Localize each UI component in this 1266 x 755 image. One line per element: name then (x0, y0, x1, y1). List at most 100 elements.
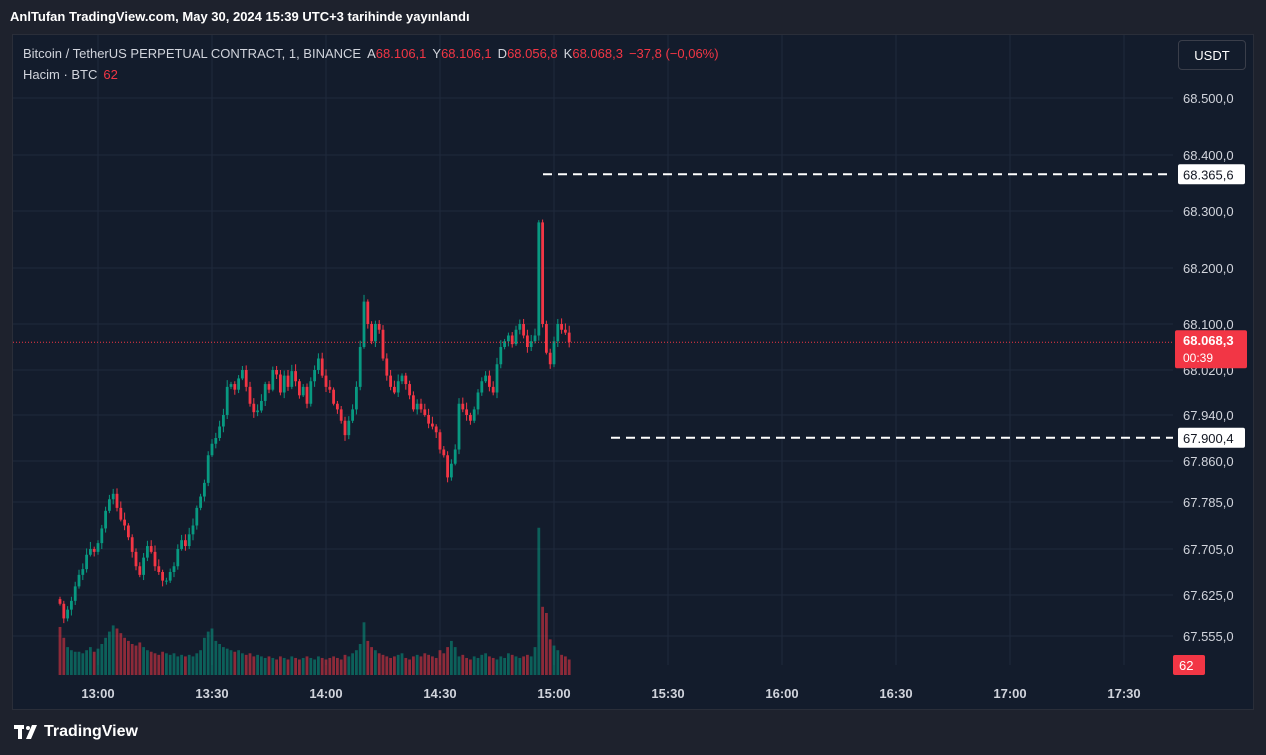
volume-bar (290, 656, 294, 675)
symbol-title[interactable]: Bitcoin / TetherUS PERPETUAL CONTRACT, 1… (23, 46, 362, 61)
price-level-label: 67.900,4 (1183, 431, 1234, 446)
candle-body (146, 546, 149, 558)
volume-bar (510, 654, 514, 675)
candle-body (518, 324, 522, 330)
candle-body (233, 384, 237, 390)
tradingview-logo[interactable]: TradingView (14, 723, 138, 741)
volume-bar (495, 659, 499, 675)
volume-bar (488, 656, 491, 675)
volume-tag-label: 62 (1179, 658, 1193, 673)
volume-bar (81, 653, 85, 675)
volume-bar (271, 657, 275, 675)
volume-bar (366, 640, 370, 675)
volume-bar (176, 656, 180, 675)
candle-body (476, 392, 480, 410)
candle-body (111, 493, 115, 500)
candle-body (393, 386, 396, 393)
volume-bar (89, 647, 92, 675)
volume-bar (77, 651, 81, 675)
candle-body (108, 499, 111, 511)
volume-tag (1173, 655, 1205, 675)
volume-label[interactable]: Hacim · BTC (23, 67, 98, 82)
volume-bar (195, 653, 199, 675)
candle-body (77, 574, 81, 587)
volume-bar (537, 527, 541, 675)
close-value: 68.068,3 (572, 46, 623, 61)
candle-body (134, 551, 138, 567)
candle-body (419, 403, 423, 410)
candle-body (210, 443, 214, 456)
volume-bar (514, 656, 518, 675)
volume-bar (214, 640, 218, 675)
candle-body (309, 381, 313, 404)
chart-area[interactable]: 68.500,0 68.400,0 68.300,0 68.200,0 68.100,0… (12, 34, 1254, 710)
volume-bar (507, 653, 510, 675)
candle-body (347, 420, 351, 436)
volume-bar (92, 651, 96, 675)
volume-bar (548, 639, 552, 675)
candle-body (469, 415, 472, 421)
candle-body (58, 599, 62, 604)
candle-body (324, 375, 328, 387)
volume-bar (119, 633, 123, 675)
volume-bar (370, 647, 373, 675)
candle-body (195, 507, 199, 526)
currency-button[interactable]: USDT (1178, 40, 1246, 70)
volume-bar (62, 637, 66, 675)
candle-body (396, 381, 400, 393)
candle-body (157, 566, 161, 572)
volume-bar (252, 656, 256, 675)
candle-body (66, 609, 69, 619)
volume-bar (320, 657, 324, 675)
candlestick-chart[interactable]: 68.500,0 68.400,0 68.300,0 68.200,0 68.100,0… (13, 35, 1254, 710)
candle-body (104, 510, 107, 529)
candle-body (115, 493, 119, 508)
volume-bar (127, 640, 130, 675)
volume-bar (324, 659, 328, 675)
candle-body (244, 370, 248, 387)
candle-body (351, 409, 354, 421)
candle-body (488, 375, 491, 387)
last-price-tag (1175, 330, 1247, 369)
volume-bar (503, 657, 506, 675)
volume-bar (389, 657, 392, 675)
candle-body (241, 370, 244, 379)
candle-body (218, 426, 221, 438)
candle-body (203, 482, 206, 497)
x-tick-label: 14:30 (423, 686, 456, 701)
volume-bar (199, 650, 202, 675)
volume-bar (218, 644, 221, 675)
volume-bar (225, 648, 229, 675)
volume-bar (374, 650, 377, 675)
volume-bar (229, 650, 233, 675)
volume-bar (237, 650, 240, 675)
candle-body (450, 463, 453, 478)
candle-body (336, 403, 339, 410)
volume-bar (396, 654, 400, 675)
volume-bar (282, 657, 286, 675)
volume-bar (184, 656, 187, 675)
volume-bar (461, 654, 465, 675)
volume-bar (438, 650, 442, 675)
volume-bar (564, 656, 567, 675)
candle-body (343, 420, 347, 436)
volume-bar (499, 656, 503, 675)
x-tick-label: 15:30 (651, 686, 684, 701)
open-value: 68.106,1 (375, 46, 427, 61)
candle-body (81, 569, 85, 575)
candle-body (149, 546, 153, 552)
y-tick-label: 67.625,0 (1183, 588, 1234, 603)
volume-bar (317, 656, 320, 675)
volume-bar (465, 657, 468, 675)
volume-bar (165, 653, 168, 675)
candle-body (85, 554, 88, 570)
volume-bar (142, 647, 145, 675)
candle-body (317, 358, 320, 370)
volume-bar (453, 647, 457, 675)
y-tick-label: 67.860,0 (1183, 454, 1234, 469)
candle-body (138, 566, 142, 575)
volume-bar (168, 654, 172, 675)
volume-value: 62 (103, 67, 118, 82)
volume-bar (263, 657, 267, 675)
candle-body (370, 324, 373, 342)
